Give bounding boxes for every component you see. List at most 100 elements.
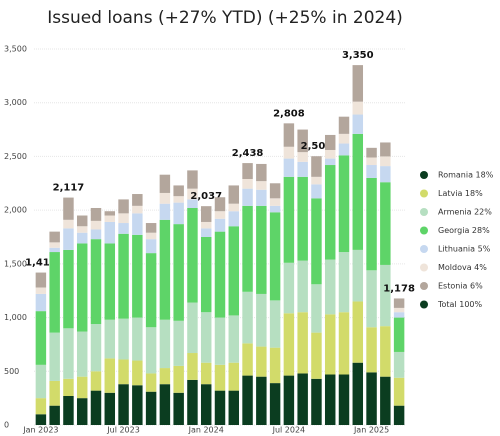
bar-segment <box>187 170 198 189</box>
bar-segment <box>352 249 364 302</box>
bar-segment <box>35 287 47 294</box>
legend-marker <box>420 300 428 309</box>
bar-segment <box>324 134 336 150</box>
bar-segment <box>311 184 322 199</box>
bar-segment <box>132 194 143 206</box>
bar-segment <box>228 362 240 391</box>
bar-segment <box>283 146 295 159</box>
bar-segment <box>187 188 198 200</box>
bar-segment <box>145 253 157 328</box>
bar-segment <box>393 307 405 313</box>
bar-segment <box>256 205 267 294</box>
bar-segment <box>35 293 47 312</box>
bar-segment <box>324 165 336 260</box>
bar-segment <box>200 221 212 229</box>
legend-label: Estonia 6% <box>438 282 483 291</box>
bar-segment <box>380 166 391 183</box>
bar-segment <box>366 372 377 425</box>
bar-segment <box>104 358 116 393</box>
bar-segment <box>214 231 226 318</box>
total-label: 2,808 <box>273 108 305 119</box>
bar-segment <box>256 163 267 182</box>
bar-segment <box>104 215 116 222</box>
bar-segment <box>49 405 60 425</box>
bar-segment <box>338 374 350 425</box>
bar-segment <box>132 213 143 235</box>
bar-segment <box>366 147 377 158</box>
bar-segment <box>159 319 171 369</box>
bar-segment <box>145 239 157 254</box>
bar-segment <box>90 239 102 325</box>
legend-marker <box>420 189 428 198</box>
bar-segment <box>338 133 350 144</box>
bar-segment <box>311 198 322 285</box>
bar-segment <box>256 346 267 377</box>
bar-segment <box>297 161 308 177</box>
bar-segment <box>90 324 102 372</box>
bar-segment <box>214 364 226 391</box>
bar-segment <box>324 149 336 159</box>
bar-segment <box>380 376 391 425</box>
bar-segment <box>228 203 240 212</box>
bar-segment <box>159 203 171 220</box>
bar-segment <box>49 380 60 406</box>
bar-segment <box>200 237 212 313</box>
legend-label: Lithuania 5% <box>438 245 491 254</box>
legend-label: Romania 18% <box>438 171 494 180</box>
bar-segment <box>242 205 253 292</box>
bar-segment <box>145 232 157 240</box>
bar-segment <box>228 211 240 227</box>
total-label: 1,178 <box>383 283 415 294</box>
bar-segment <box>269 205 281 213</box>
bar-segment <box>297 260 308 313</box>
y-tick-label: 1,500 <box>4 259 27 268</box>
bar-segment <box>49 332 60 381</box>
legend-label: Moldova 4% <box>438 263 487 272</box>
bar-segment <box>228 226 240 316</box>
x-tick-label: Jan 2023 <box>22 426 58 435</box>
legend-marker <box>420 226 428 235</box>
chart-title: Issued loans (+27% YTD) (+25% in 2024) <box>47 8 403 28</box>
bar-segment <box>159 174 171 193</box>
bar-segment <box>269 347 281 384</box>
bar-segment <box>352 133 364 250</box>
bar-segment <box>104 243 116 320</box>
legend-marker <box>420 245 428 253</box>
bar-segment <box>173 224 184 321</box>
bar-segment <box>132 234 143 318</box>
bar-segment <box>187 379 198 425</box>
y-tick-label: 3,500 <box>4 45 27 54</box>
legend-label: Total 100% <box>437 300 482 309</box>
bar-segment <box>256 189 267 206</box>
bar-segment <box>269 183 281 199</box>
bar-segment <box>311 332 322 379</box>
bar-segment <box>145 373 157 392</box>
bar-segment <box>118 384 129 425</box>
bar-segment <box>311 156 322 177</box>
bar-segment <box>49 252 60 333</box>
bar-segment <box>214 211 226 219</box>
bar-segment <box>366 177 377 271</box>
legend-marker <box>420 208 428 216</box>
bar-segment <box>90 229 102 240</box>
bar-segment <box>49 247 60 253</box>
bar-segment <box>118 213 129 224</box>
bar-segment <box>242 375 253 425</box>
bar-segment <box>311 284 322 333</box>
bar-segment <box>35 364 47 399</box>
bar-segment <box>242 291 253 344</box>
bar-segment <box>200 228 212 237</box>
bar-segment <box>90 220 102 230</box>
bar-segment <box>380 182 391 265</box>
bar-segment <box>173 202 184 225</box>
bar-segment <box>393 405 405 425</box>
total-label: 2,037 <box>190 191 222 202</box>
bar-segment <box>76 232 88 244</box>
legend-label: Latvia 18% <box>438 189 483 198</box>
bar-segment <box>228 185 240 204</box>
legend-label: Armenia 22% <box>438 208 492 217</box>
bar-segment <box>324 158 336 166</box>
bar-segment <box>90 207 102 221</box>
bar-segment <box>145 223 157 233</box>
bar-segment <box>214 218 226 232</box>
